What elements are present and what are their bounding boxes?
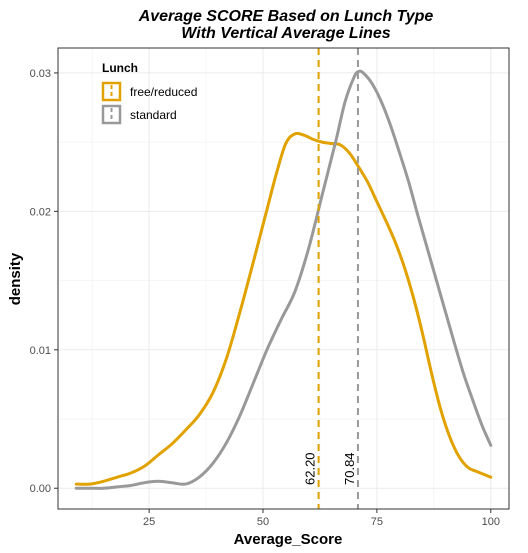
density-line-standard: [74, 69, 493, 490]
legend-key: [101, 104, 122, 125]
average-vline-label: 62.20: [303, 452, 318, 485]
y-tick-label: 0.00: [30, 483, 51, 495]
legend-label: standard: [130, 108, 177, 122]
y-tick-label: 0.02: [30, 206, 51, 218]
y-axis-ticks: 0.00 0.01 0.02 0.03: [30, 68, 58, 495]
x-tick-label: 75: [371, 516, 383, 528]
grid-major: [58, 48, 509, 509]
legend-key: [101, 81, 122, 102]
x-tick-label: 50: [257, 516, 269, 528]
legend: Lunch free/reduced standard: [101, 61, 197, 125]
vline-layer: 62.20 70.84: [303, 48, 359, 509]
x-axis-ticks: 25 50 75 100: [143, 509, 500, 528]
y-axis-title: density: [7, 252, 24, 305]
series-layer: [74, 69, 493, 490]
density-line-free-reduced: [74, 131, 493, 486]
legend-entries: free/reduced standard: [101, 81, 197, 125]
legend-title: Lunch: [102, 61, 138, 75]
grid-minor: [58, 48, 509, 509]
chart-title-line1: Average SCORE Based on Lunch Type: [138, 8, 434, 25]
x-axis-title: Average_Score: [234, 531, 343, 548]
x-tick-label: 25: [143, 516, 155, 528]
panel-border: [57, 47, 510, 510]
chart-title-line2: With Vertical Average Lines: [181, 25, 391, 42]
y-tick-label: 0.03: [30, 68, 51, 80]
x-tick-label: 100: [482, 516, 500, 528]
average-vline-label: 70.84: [342, 452, 357, 485]
y-tick-label: 0.01: [30, 345, 51, 357]
legend-label: free/reduced: [130, 85, 197, 99]
